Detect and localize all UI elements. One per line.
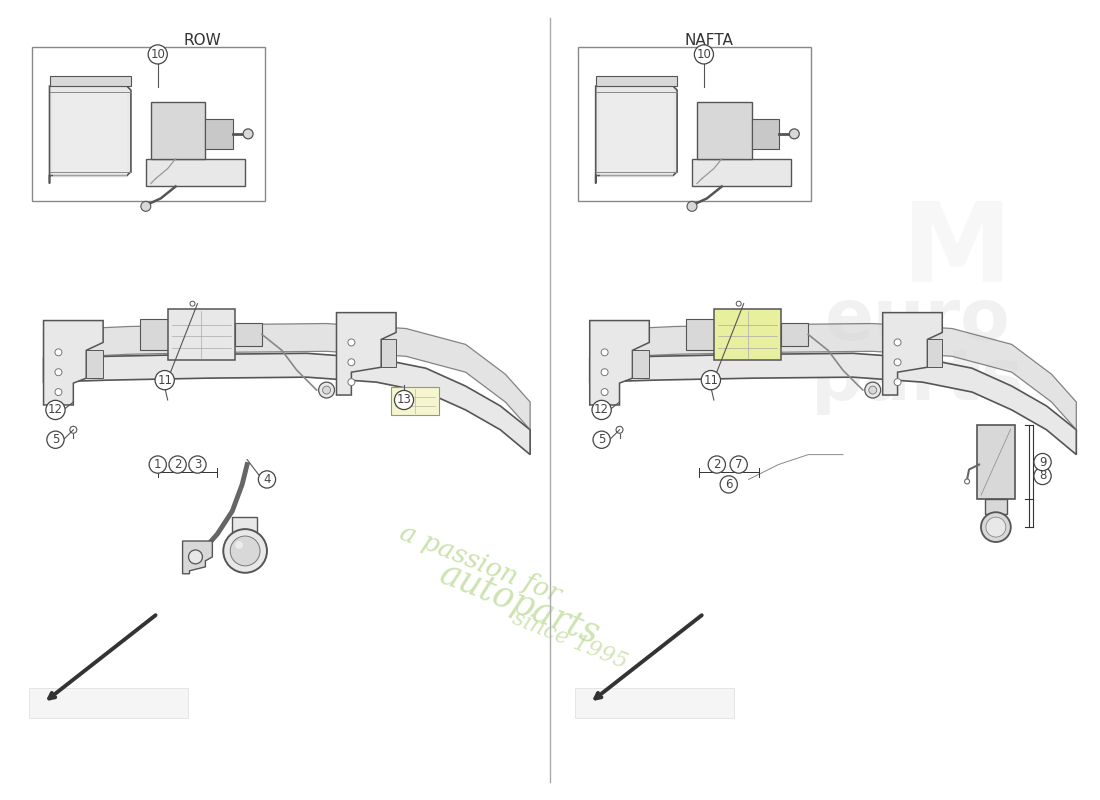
- Text: since 1995: since 1995: [509, 607, 630, 674]
- Polygon shape: [697, 102, 751, 158]
- Polygon shape: [882, 313, 943, 395]
- Circle shape: [70, 426, 77, 434]
- Circle shape: [601, 389, 608, 395]
- Text: 9: 9: [1038, 455, 1046, 469]
- Circle shape: [965, 479, 969, 484]
- Circle shape: [736, 301, 741, 306]
- FancyBboxPatch shape: [32, 47, 265, 202]
- Polygon shape: [714, 309, 781, 360]
- Polygon shape: [44, 321, 103, 405]
- Circle shape: [188, 550, 202, 564]
- Circle shape: [981, 512, 1011, 542]
- Text: NAFTA: NAFTA: [684, 33, 734, 48]
- Polygon shape: [590, 321, 649, 405]
- Polygon shape: [382, 339, 396, 367]
- Polygon shape: [206, 119, 233, 149]
- Circle shape: [223, 529, 267, 573]
- Polygon shape: [692, 158, 791, 186]
- Circle shape: [601, 349, 608, 356]
- Circle shape: [348, 339, 355, 346]
- Text: 11: 11: [703, 374, 718, 386]
- Polygon shape: [146, 158, 245, 186]
- Circle shape: [322, 386, 330, 394]
- Text: 2: 2: [713, 458, 721, 471]
- Circle shape: [865, 382, 881, 398]
- Polygon shape: [781, 322, 808, 346]
- Text: 2: 2: [174, 458, 182, 471]
- Polygon shape: [151, 102, 206, 158]
- Text: 3: 3: [194, 458, 201, 471]
- Polygon shape: [167, 309, 235, 360]
- Text: 10: 10: [151, 48, 165, 61]
- Circle shape: [348, 378, 355, 386]
- Text: autoparts: autoparts: [436, 556, 605, 651]
- Polygon shape: [590, 323, 1076, 430]
- Text: parts: parts: [811, 346, 1024, 414]
- Polygon shape: [392, 387, 439, 415]
- Text: a passion for: a passion for: [396, 520, 564, 607]
- Text: 7: 7: [735, 458, 743, 471]
- Circle shape: [230, 536, 260, 566]
- Polygon shape: [235, 322, 262, 346]
- Polygon shape: [50, 76, 131, 86]
- Text: 12: 12: [594, 403, 609, 417]
- Circle shape: [894, 339, 901, 346]
- Circle shape: [790, 129, 800, 139]
- Circle shape: [55, 389, 62, 395]
- Circle shape: [55, 369, 62, 376]
- Text: 12: 12: [48, 403, 63, 417]
- Circle shape: [601, 369, 608, 376]
- Polygon shape: [596, 76, 678, 86]
- Polygon shape: [337, 313, 396, 395]
- Circle shape: [894, 358, 901, 366]
- Polygon shape: [575, 688, 734, 718]
- Text: 8: 8: [1038, 470, 1046, 482]
- Circle shape: [235, 541, 243, 549]
- Circle shape: [190, 301, 195, 306]
- Polygon shape: [140, 318, 167, 350]
- Circle shape: [616, 426, 623, 434]
- Circle shape: [986, 517, 1005, 537]
- Polygon shape: [686, 318, 714, 350]
- Polygon shape: [232, 517, 257, 541]
- Text: 10: 10: [696, 48, 712, 61]
- Text: 5: 5: [52, 434, 59, 446]
- Polygon shape: [86, 350, 103, 378]
- Circle shape: [894, 378, 901, 386]
- Text: M: M: [902, 198, 1012, 305]
- Polygon shape: [927, 339, 943, 367]
- Text: 5: 5: [598, 434, 605, 446]
- Text: 13: 13: [397, 394, 411, 406]
- Polygon shape: [54, 92, 126, 178]
- Text: 6: 6: [725, 478, 733, 491]
- Text: ROW: ROW: [184, 33, 221, 48]
- Text: 11: 11: [157, 374, 173, 386]
- Polygon shape: [977, 425, 1014, 499]
- Circle shape: [319, 382, 334, 398]
- FancyBboxPatch shape: [578, 47, 811, 202]
- Circle shape: [141, 202, 151, 211]
- Polygon shape: [44, 323, 530, 430]
- Polygon shape: [50, 86, 131, 183]
- Polygon shape: [29, 688, 187, 718]
- Circle shape: [688, 202, 697, 211]
- Text: 4: 4: [263, 473, 271, 486]
- Polygon shape: [44, 354, 530, 454]
- Polygon shape: [183, 541, 212, 574]
- Polygon shape: [984, 499, 1006, 514]
- Circle shape: [55, 349, 62, 356]
- Circle shape: [348, 358, 355, 366]
- Circle shape: [869, 386, 877, 394]
- Polygon shape: [600, 92, 673, 178]
- Circle shape: [243, 129, 253, 139]
- Polygon shape: [632, 350, 649, 378]
- Polygon shape: [596, 86, 678, 183]
- Polygon shape: [751, 119, 780, 149]
- Text: 1: 1: [154, 458, 162, 471]
- Text: euro: euro: [825, 286, 1010, 355]
- Polygon shape: [981, 429, 1011, 495]
- Polygon shape: [590, 354, 1076, 454]
